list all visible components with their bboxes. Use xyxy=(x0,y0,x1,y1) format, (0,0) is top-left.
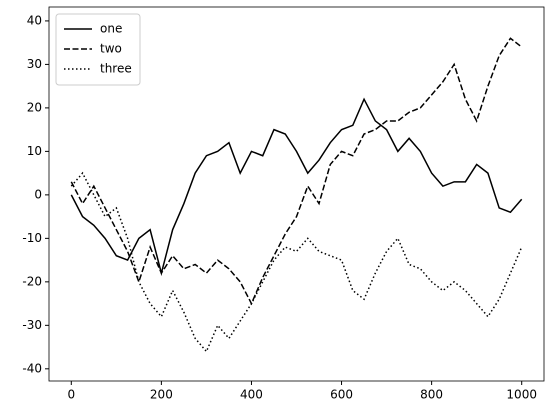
x-tick-label: 800 xyxy=(420,388,443,402)
series-line xyxy=(70,171,523,353)
y-tick-label: -10 xyxy=(22,231,42,245)
x-tick-label: 400 xyxy=(240,388,263,402)
y-tick-label: -30 xyxy=(22,318,42,332)
y-tick-label: 30 xyxy=(27,57,42,71)
series-line xyxy=(70,37,523,306)
legend-label: one xyxy=(100,22,122,36)
y-tick-label: -20 xyxy=(22,274,42,288)
plot-frame xyxy=(48,6,545,382)
x-tick-label: 600 xyxy=(330,388,353,402)
x-tick-label: 1000 xyxy=(506,388,537,402)
y-tick-label: -40 xyxy=(22,361,42,375)
x-tick-label: 0 xyxy=(67,388,75,402)
y-tick-label: 0 xyxy=(34,187,42,201)
series-line xyxy=(70,97,523,277)
x-tick-label: 200 xyxy=(150,388,173,402)
legend-label: three xyxy=(100,62,132,76)
legend-label: two xyxy=(100,42,122,56)
y-tick-label: 10 xyxy=(27,144,42,158)
y-tick-label: 40 xyxy=(27,13,42,27)
legend-box xyxy=(55,13,141,86)
y-tick-label: 20 xyxy=(27,100,42,114)
